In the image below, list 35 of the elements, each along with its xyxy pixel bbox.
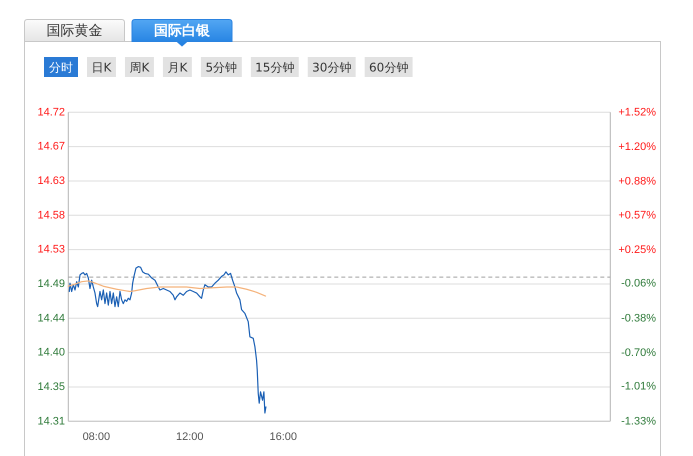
button: 周K	[124, 57, 154, 77]
button: 15分钟	[250, 57, 299, 77]
y-tick-label: 14.31	[37, 415, 65, 428]
y2-tick-label: +0.57%	[618, 209, 656, 222]
y2-tick-label: -1.33%	[621, 415, 656, 428]
y-tick-label: 14.67	[37, 140, 65, 153]
button: 日K	[87, 57, 116, 77]
button: 5分钟	[200, 57, 242, 77]
y-tick-label: 14.63	[37, 174, 65, 187]
y2-tick-label: +0.25%	[618, 244, 656, 256]
y-tick-label: 14.35	[37, 380, 65, 393]
y2-tick-label: -1.01%	[621, 380, 656, 393]
button: 月K	[162, 57, 192, 77]
y2-tick-label: +1.20%	[618, 140, 656, 153]
button: 30分钟	[308, 57, 356, 77]
tab: 国际白银	[132, 19, 232, 46]
y2-tick-label: -0.70%	[621, 346, 656, 359]
y-tick-label: 14.44	[37, 312, 65, 324]
y-tick-label: 14.49	[37, 278, 65, 290]
line-series	[68, 266, 266, 414]
x-tick-label: 08:00	[82, 431, 110, 443]
button: 60分钟	[364, 57, 413, 77]
tab: 国际黄金	[24, 19, 125, 42]
y-tick-label: 14.53	[37, 244, 65, 256]
button: 分时	[44, 57, 78, 77]
y-tick-label: 14.72	[37, 106, 65, 118]
y-tick-label: 14.58	[37, 209, 65, 222]
y-tick-label: 14.40	[37, 346, 65, 359]
y2-tick-label: -0.38%	[621, 312, 656, 324]
y2-tick-label: +0.88%	[618, 176, 656, 188]
x-tick-label: 16:00	[269, 431, 297, 443]
line-series	[68, 280, 266, 297]
x-tick-label: 12:00	[176, 431, 204, 443]
y2-tick-label: -0.06%	[621, 278, 656, 290]
y2-tick-label: +1.52%	[618, 106, 656, 118]
